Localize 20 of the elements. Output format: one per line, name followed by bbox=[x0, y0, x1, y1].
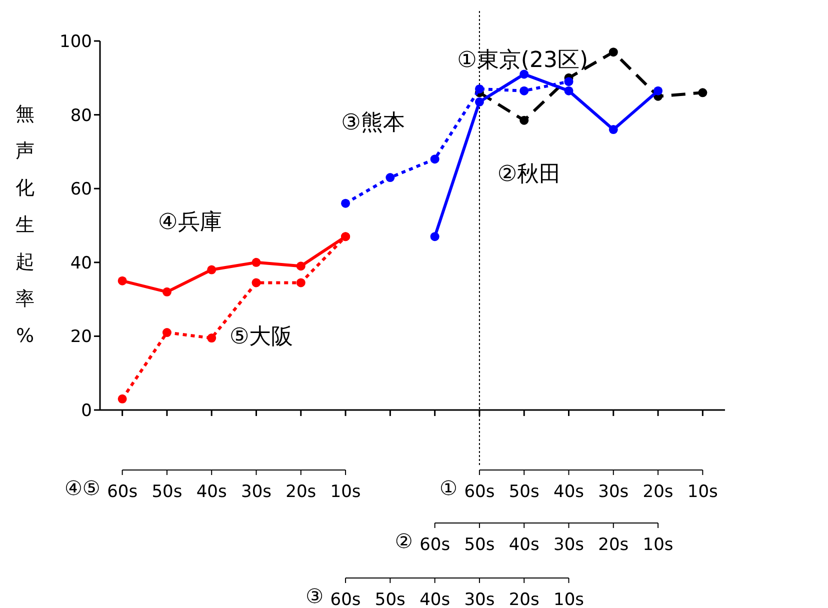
y-tick-label: 100 bbox=[60, 32, 92, 52]
text: ① bbox=[440, 476, 458, 500]
y-tick-label: 40 bbox=[70, 253, 92, 274]
text: 60s 50s 40s 30s 20s 10s bbox=[107, 482, 361, 502]
text: ④⑤ bbox=[64, 476, 100, 500]
series-label: ①東京(23区) bbox=[457, 48, 588, 73]
series-label: ③熊本 bbox=[341, 110, 405, 136]
y-tick-label: 60 bbox=[70, 180, 92, 200]
text: 60s 50s 40s 30s 20s 10s bbox=[330, 590, 584, 608]
text: ③ bbox=[306, 584, 324, 608]
series-label: ⑤大阪 bbox=[229, 324, 294, 350]
series-label: ②秋田 bbox=[497, 162, 562, 188]
y-axis-title: 無声化生起率% bbox=[16, 103, 34, 347]
text: 60s 50s 40s 30s 20s 10s bbox=[464, 482, 718, 502]
text: 60s 50s 40s 30s 20s 10s bbox=[420, 535, 674, 555]
y-tick-label: 20 bbox=[70, 327, 92, 348]
series-label: ④兵庫 bbox=[158, 210, 222, 236]
text: ② bbox=[394, 529, 413, 553]
y-tick-label: 80 bbox=[70, 106, 92, 126]
y-tick-label: 0 bbox=[81, 401, 92, 421]
